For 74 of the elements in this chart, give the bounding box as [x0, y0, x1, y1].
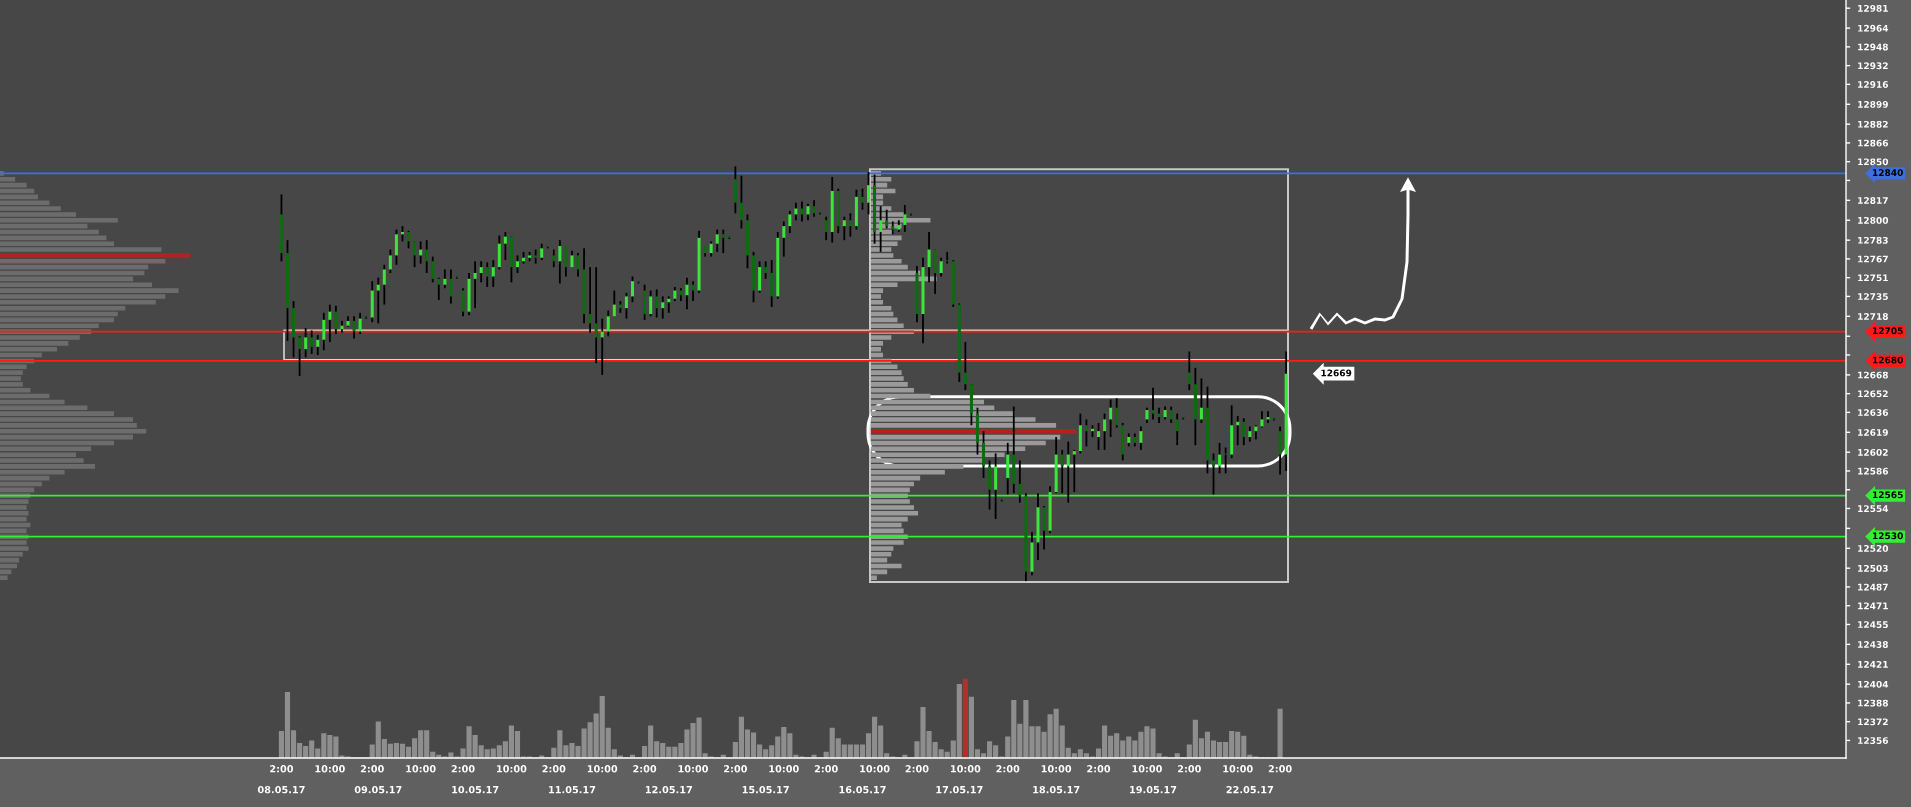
y-tick-label: 12404 — [1858, 680, 1889, 688]
y-tick-label: 12586 — [1858, 467, 1889, 475]
y-tick-label: 12421 — [1858, 661, 1888, 668]
y-tick-label: 12455 — [1858, 621, 1888, 628]
y-tick-label: 12652 — [1858, 390, 1888, 398]
x-tick-label: 10:00 — [1223, 765, 1253, 773]
y-tick-label: 12981 — [1858, 4, 1888, 12]
x-tick-label: 2:00 — [814, 765, 838, 773]
x-tick-label: 19.05.17 — [1130, 785, 1177, 794]
y-tick-label: 12916 — [1858, 81, 1889, 88]
y-tick-label: 12718 — [1858, 313, 1888, 320]
y-tick-label: 12503 — [1858, 564, 1888, 572]
x-tick-label: 10:00 — [1041, 765, 1072, 773]
ref-line-label: 12680 — [1872, 356, 1903, 364]
x-tick-label: 2:00 — [1087, 765, 1111, 773]
y-tick-label: 12882 — [1858, 120, 1888, 128]
x-tick-label: 10:00 — [950, 765, 981, 773]
x-tick-label: 09.05.17 — [354, 785, 402, 794]
x-tick-label: 2:00 — [1268, 765, 1292, 773]
y-tick-label: 12636 — [1858, 409, 1889, 416]
x-tick-label: 10:00 — [497, 765, 527, 773]
x-tick-label: 16.05.17 — [839, 785, 886, 794]
x-tick-label: 10:00 — [1132, 765, 1162, 773]
y-tick-label: 12388 — [1858, 699, 1888, 707]
annotation: 12669 — [1321, 369, 1352, 377]
x-tick-label: 10:00 — [315, 765, 345, 773]
x-tick-label: 10:00 — [406, 765, 436, 773]
y-tick-label: 12948 — [1858, 43, 1888, 51]
x-tick-label: 2:00 — [996, 765, 1020, 773]
x-tick-label: 18.05.17 — [1033, 785, 1080, 794]
y-tick-label: 12964 — [1858, 24, 1889, 32]
y-tick-label: 12899 — [1858, 101, 1888, 108]
x-tick-label: 15.05.17 — [742, 785, 789, 794]
y-tick-label: 12602 — [1858, 448, 1888, 456]
x-tick-label: 2:00 — [1177, 765, 1201, 773]
y-tick-label: 12735 — [1858, 293, 1888, 300]
y-tick-label: 12817 — [1858, 197, 1888, 204]
x-tick-label: 12.05.17 — [645, 785, 693, 794]
y-tick-label: 12800 — [1858, 216, 1889, 224]
y-tick-label: 12438 — [1858, 641, 1888, 648]
x-tick-label: 2:00 — [633, 765, 657, 773]
y-tick-label: 12356 — [1858, 737, 1889, 744]
y-tick-label: 12783 — [1858, 236, 1888, 244]
x-tick-label: 2:00 — [360, 765, 384, 773]
y-tick-label: 12751 — [1858, 274, 1888, 282]
y-tick-label: 12372 — [1858, 718, 1888, 726]
x-tick-label: 11.05.17 — [549, 785, 596, 794]
x-tick-label: 08.05.17 — [257, 785, 305, 794]
x-tick-label: 10:00 — [769, 765, 799, 773]
x-tick-label: 2:00 — [724, 765, 747, 773]
x-tick-label: 10:00 — [678, 765, 709, 773]
y-tick-label: 12520 — [1858, 545, 1889, 552]
y-tick-label: 12850 — [1858, 158, 1889, 166]
x-tick-label: 10:00 — [860, 765, 890, 773]
x-tick-label: 17.05.17 — [936, 785, 983, 794]
x-tick-label: 10.05.17 — [452, 785, 499, 794]
y-tick-label: 12619 — [1858, 429, 1888, 436]
x-tick-label: 2:00 — [542, 765, 566, 773]
x-tick-label: 2:00 — [451, 765, 475, 773]
ref-line-label: 12565 — [1872, 491, 1903, 499]
x-tick-label: 22.05.17 — [1226, 785, 1274, 794]
ref-line-label: 12530 — [1872, 532, 1903, 540]
x-tick-label: 2:00 — [905, 765, 929, 773]
ref-line-label: 12840 — [1872, 169, 1903, 177]
y-tick-label: 12554 — [1858, 505, 1889, 513]
y-tick-label: 12668 — [1858, 371, 1888, 379]
y-tick-label: 12487 — [1858, 583, 1888, 591]
y-tick-label: 12471 — [1858, 602, 1888, 610]
ref-line-label: 12705 — [1872, 327, 1903, 335]
x-tick-label: 2:00 — [270, 765, 294, 773]
y-tick-label: 12932 — [1858, 62, 1888, 70]
y-tick-label: 12866 — [1858, 139, 1889, 147]
y-tick-label: 12767 — [1858, 255, 1888, 263]
x-tick-label: 10:00 — [587, 765, 618, 773]
